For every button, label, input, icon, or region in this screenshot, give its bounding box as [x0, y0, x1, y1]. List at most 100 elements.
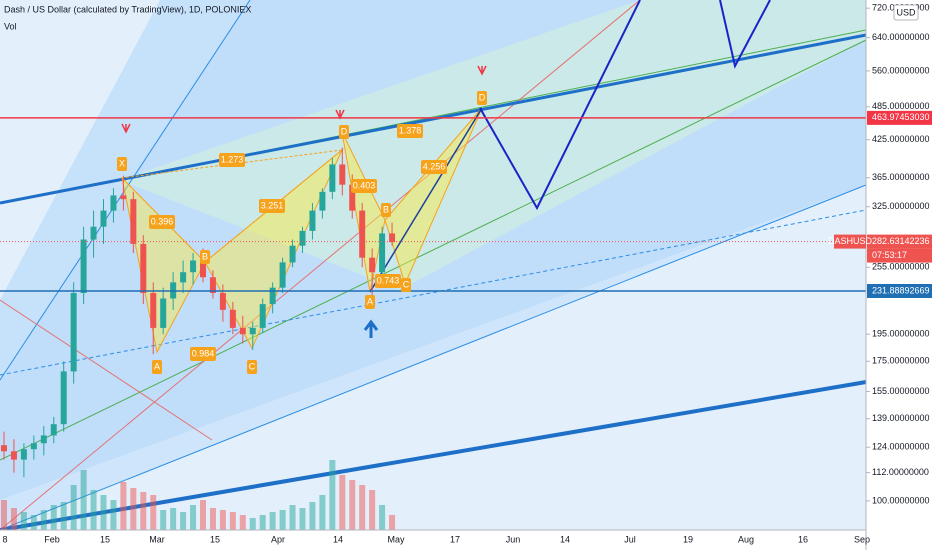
zigzag: [479, 0, 641, 211]
volume-bar: [279, 510, 286, 530]
channel-line: [0, 0, 251, 381]
y-tick-label: 112.00000000: [872, 467, 929, 477]
volume-bar: [369, 490, 376, 530]
volume-bar: [269, 512, 276, 530]
price-tag: [867, 110, 932, 125]
axis-bg: [866, 0, 932, 550]
point-label: D: [341, 126, 348, 136]
currency-box[interactable]: [893, 4, 919, 21]
point-box: [200, 250, 210, 264]
volume-bar: [130, 488, 137, 530]
volume-bar: [1, 500, 7, 530]
point-label: X: [119, 158, 125, 168]
ratio-box: [351, 179, 377, 193]
y-tick-label: 560.00000000: [872, 65, 930, 75]
y-tick-label: 425.00000000: [872, 134, 930, 144]
projection-line: [369, 107, 483, 293]
ratio-box: [149, 215, 175, 229]
arrow: [335, 109, 345, 120]
volume-bar: [349, 480, 356, 530]
channel-line: [0, 184, 867, 531]
ratio-box: [375, 274, 401, 288]
candle-body: [60, 371, 67, 425]
ratio-label: 1.273: [221, 154, 244, 164]
annotations: X A B C D A B C D 1.273 0.396 3.251 0.984 1.378 0.403 4…: [117, 65, 487, 374]
candle-body: [50, 424, 57, 436]
volume-bar: [339, 475, 346, 530]
point-box: [152, 360, 162, 374]
y-tick-label: 100.00000000: [872, 495, 930, 505]
y-tick-label: 325.00000000: [872, 201, 930, 211]
volume-bar: [100, 495, 107, 530]
point-box: [477, 91, 487, 105]
candle-body: [249, 327, 256, 335]
volume-bar: [190, 505, 197, 530]
volume-bar: [110, 500, 117, 530]
axis-bg: [0, 530, 866, 550]
volume-bar: [299, 508, 306, 530]
x-tick-label: Jun: [506, 534, 521, 544]
candle-body: [80, 239, 87, 294]
volume-bar: [50, 505, 57, 530]
candle-body: [219, 293, 226, 310]
x-tick-label: 8: [2, 534, 7, 544]
candle-body: [30, 443, 37, 450]
volume-bar: [60, 502, 67, 530]
ratio-label: 0.396: [151, 216, 174, 226]
y-tick-label: 255.00000000: [872, 262, 930, 272]
candle-body: [160, 298, 167, 328]
y-tick-label: 485.00000000: [872, 101, 930, 111]
ratio-box: [219, 153, 245, 167]
zigzag: [719, 0, 771, 69]
price-tag-label: 231.88892669: [872, 285, 930, 295]
candle-body: [110, 195, 117, 211]
y-tick-label: 124.00000000: [872, 442, 930, 452]
point-label: A: [154, 361, 160, 371]
y-tick-label: 139.00000000: [872, 413, 930, 423]
volume-bar: [140, 492, 147, 530]
y-tick-label: 640.00000000: [872, 32, 930, 42]
ratio-box: [397, 124, 423, 138]
point-label: C: [403, 279, 410, 289]
x-tick-label: May: [387, 534, 405, 544]
candle-body: [229, 309, 236, 328]
candle-body: [10, 451, 17, 460]
volume-bar: [10, 508, 17, 530]
candle-body: [140, 243, 147, 294]
currency[interactable]: USD: [896, 7, 916, 17]
candle-body: [319, 191, 326, 211]
volume-bar: [329, 460, 336, 530]
ratio-label: 0.984: [192, 348, 215, 358]
countdown: 07:53:17: [872, 250, 907, 260]
volume-bar: [319, 495, 326, 530]
candle-body: [200, 260, 206, 278]
red-diagonal: [0, 299, 213, 441]
y-tick-label: 155.00000000: [872, 386, 930, 396]
subtitle: Vol: [4, 21, 17, 31]
candle-body: [190, 260, 197, 273]
candle-body: [150, 293, 157, 328]
point-box: [401, 278, 411, 292]
volume-bar: [249, 518, 256, 530]
price-tag-label: 463.97453030: [872, 112, 930, 122]
volume-bar: [229, 512, 236, 530]
point-box: [365, 295, 375, 309]
candle-body: [269, 287, 276, 305]
trend-line: [0, 33, 867, 205]
x-tick-label: 16: [798, 534, 808, 544]
volume-bar: [90, 490, 97, 530]
candle-body: [90, 226, 97, 240]
ratio-label: 3.251: [261, 200, 284, 210]
candle-body: [369, 257, 376, 273]
ratio-box: [259, 199, 285, 213]
red-diagonal: [0, 0, 641, 531]
volume-bar: [389, 515, 396, 530]
arrow: [121, 123, 131, 134]
candle-body: [309, 210, 316, 231]
candle-body: [70, 293, 77, 372]
point-label: C: [249, 361, 256, 371]
price-tag: [834, 234, 866, 249]
candle-body: [329, 164, 336, 192]
x-tick-label: Feb: [44, 534, 60, 544]
